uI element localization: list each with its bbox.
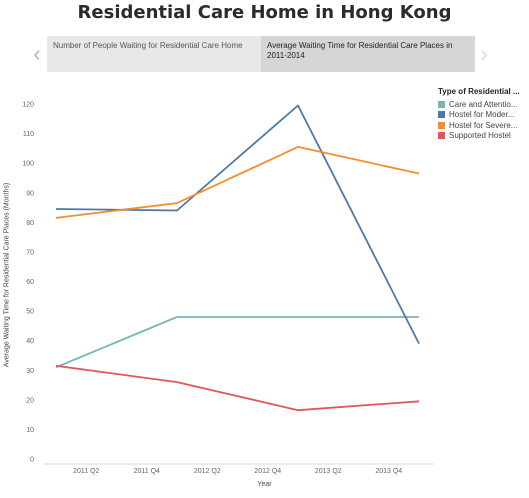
y-tick-label: 10 — [26, 427, 34, 434]
page-title: Residential Care Home in Hong Kong — [77, 2, 452, 23]
legend-label: Hostel for Moder... — [449, 110, 515, 119]
tab-people-waiting[interactable]: Number of People Waiting for Residential… — [47, 36, 261, 72]
y-tick-label: 0 — [30, 457, 34, 464]
y-tick-label: 110 — [23, 131, 34, 138]
series-line — [55, 364, 420, 412]
x-tick-label: 2013 Q2 — [315, 468, 342, 475]
y-tick-label: 30 — [26, 368, 34, 375]
x-tick-label: 2011 Q4 — [134, 468, 160, 475]
x-tick-label: 2013 Q4 — [375, 468, 402, 475]
x-tick-label: 2012 Q4 — [254, 468, 281, 475]
legend-item-hostel-severe[interactable]: Hostel for Severe... — [438, 120, 528, 130]
y-tick-label: 90 — [26, 190, 34, 197]
x-tick-label: 2011 Q2 — [73, 468, 99, 475]
legend-swatch — [438, 100, 445, 108]
legend: Type of Residential ... Care and Attenti… — [438, 87, 528, 141]
chevron-right-icon[interactable]: › — [480, 41, 488, 66]
legend-item-hostel-moderate[interactable]: Hostel for Moder... — [438, 110, 528, 120]
y-tick-label: 60 — [26, 279, 34, 286]
legend-swatch — [438, 121, 445, 129]
y-tick-label: 40 — [26, 338, 34, 345]
y-tick-label: 80 — [26, 220, 34, 227]
legend-label: Supported Hostel — [449, 131, 511, 140]
legend-label: Care and Attentio... — [449, 99, 518, 109]
y-tick-label: 100 — [22, 161, 34, 168]
series-line — [55, 145, 420, 219]
x-axis-label: Year — [257, 481, 272, 488]
y-tick-label: 70 — [26, 249, 34, 256]
tab-average-waiting-time[interactable]: Average Waiting Time for Residential Car… — [261, 36, 475, 72]
y-tick-label: 20 — [26, 397, 34, 404]
legend-label: Hostel for Severe... — [449, 120, 518, 130]
x-tick-label: 2012 Q2 — [194, 468, 221, 475]
chevron-left-icon[interactable]: ‹ — [33, 41, 41, 66]
series-line — [55, 316, 419, 369]
y-tick-label: 120 — [22, 102, 34, 109]
legend-item-care-and-attention[interactable]: Care and Attentio... — [438, 99, 528, 109]
legend-item-supported-hostel[interactable]: Supported Hostel — [438, 131, 528, 141]
legend-swatch — [438, 111, 445, 118]
legend-title: Type of Residential ... — [438, 87, 520, 96]
y-tick-label: 50 — [26, 309, 34, 316]
series-line — [55, 104, 420, 345]
y-axis-label: Average Waiting Time for Residential Car… — [3, 182, 11, 368]
legend-swatch — [438, 132, 445, 139]
